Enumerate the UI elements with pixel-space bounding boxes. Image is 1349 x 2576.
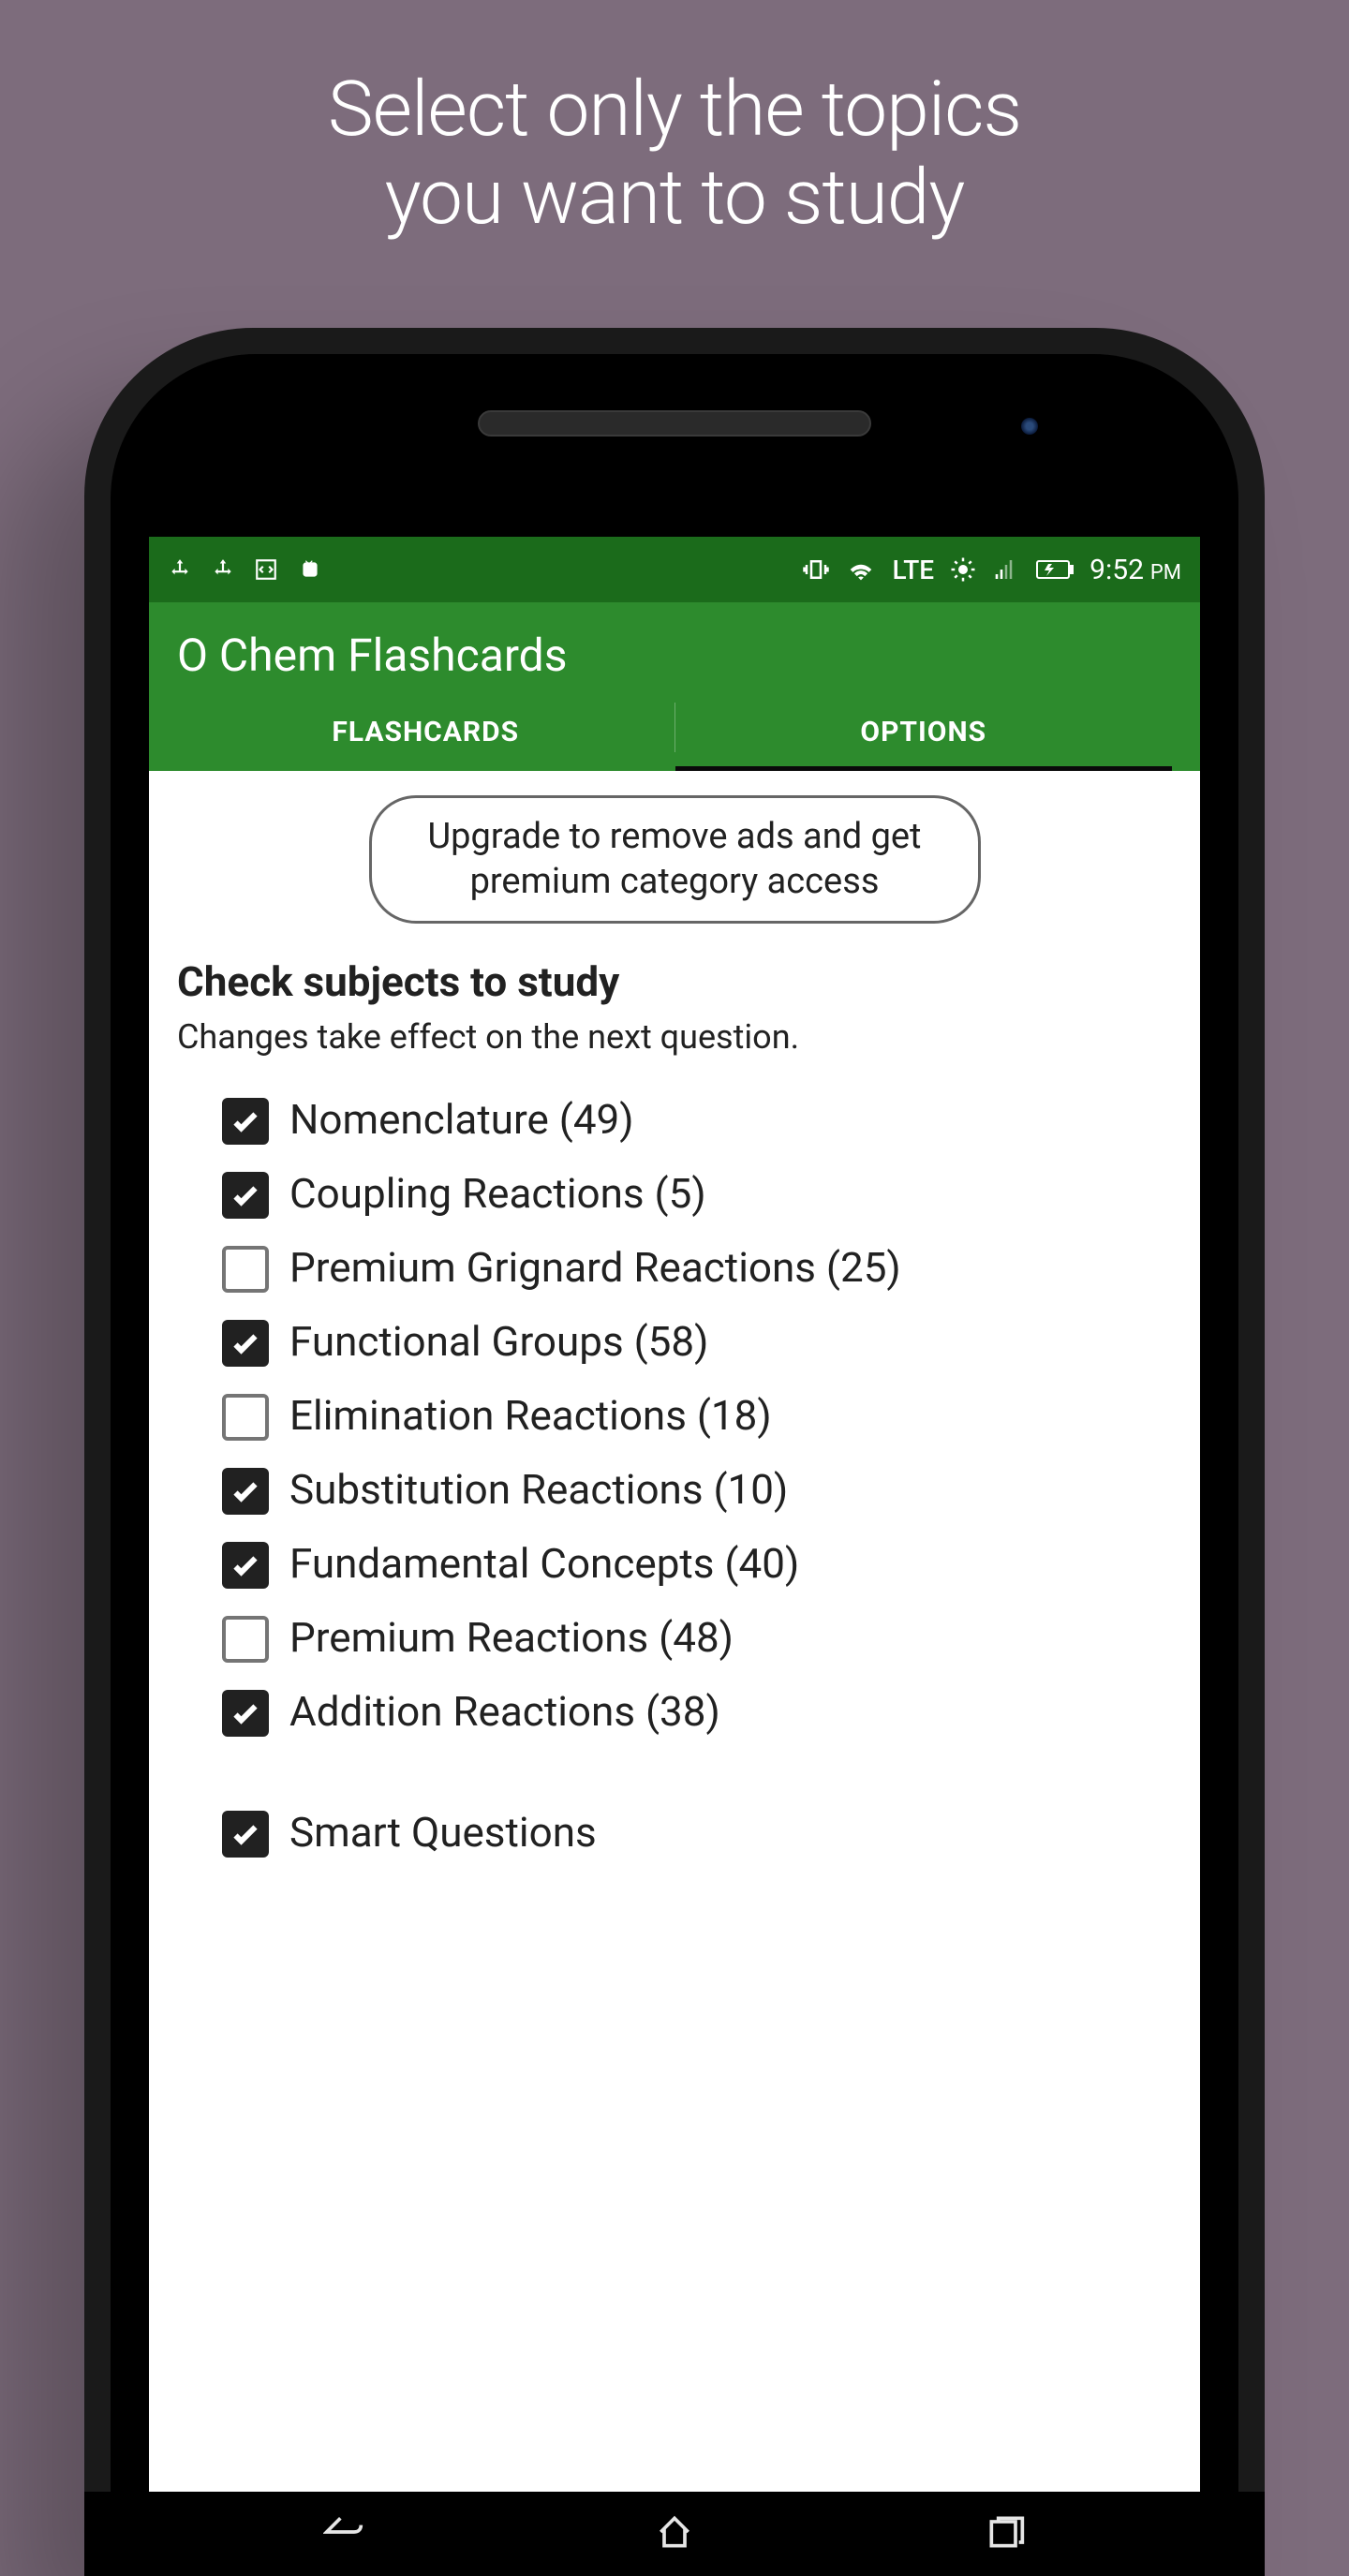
brightness-icon [949,555,977,584]
list-item: Smart Questions [222,1796,1172,1870]
checkbox-premium-reactions[interactable] [222,1616,269,1663]
spacer [222,1749,1172,1796]
checkbox-functional[interactable] [222,1320,269,1367]
phone-camera [1021,418,1038,435]
status-left [168,556,323,583]
subject-label: Fundamental Concepts (40) [289,1538,799,1590]
nav-bar [84,2492,1265,2576]
status-bar: LTE 9:52 PM [149,537,1200,602]
time-ampm: PM [1150,561,1181,585]
phone-frame: LTE 9:52 PM [84,328,1265,2576]
status-right: LTE 9:52 PM [802,554,1181,586]
subject-label: Coupling Reactions (5) [289,1168,706,1220]
checkbox-coupling[interactable] [222,1172,269,1219]
subject-label: Premium Grignard Reactions (25) [289,1242,901,1294]
promo-heading: Select only the topics you want to study [0,0,1349,299]
list-item: Elimination Reactions (18) [222,1379,1172,1453]
list-item: Fundamental Concepts (40) [222,1527,1172,1601]
checkbox-elimination[interactable] [222,1394,269,1441]
battery-icon [1035,557,1075,582]
list-item: Premium Grignard Reactions (25) [222,1231,1172,1305]
list-item: Functional Groups (58) [222,1305,1172,1379]
subject-label: Nomenclature (49) [289,1094,634,1146]
subject-label: Smart Questions [289,1807,597,1858]
subject-label: Addition Reactions (38) [289,1686,720,1738]
phone-screen: LTE 9:52 PM [149,537,1200,2550]
app-bar: O Chem Flashcards FLASHCARDS OPTIONS [149,602,1200,771]
promo-line2: you want to study [37,154,1312,242]
section-subtitle: Changes take effect on the next question… [177,1017,1172,1057]
home-icon[interactable] [654,2511,695,2556]
checkbox-grignard[interactable] [222,1246,269,1293]
recent-icon[interactable] [985,2511,1026,2556]
upgrade-line1: Upgrade to remove ads and get [428,815,922,860]
list-item: Coupling Reactions (5) [222,1157,1172,1231]
time-value: 9:52 [1090,554,1144,586]
subject-label: Elimination Reactions (18) [289,1390,772,1442]
status-time: 9:52 PM [1090,554,1181,586]
list-item: Addition Reactions (38) [222,1675,1172,1749]
subject-list: Nomenclature (49) Coupling Reactions (5)… [177,1083,1172,1870]
list-item: Premium Reactions (48) [222,1601,1172,1675]
usb-icon-2 [211,557,235,582]
subject-label: Premium Reactions (48) [289,1612,734,1664]
subject-label: Functional Groups (58) [289,1316,708,1368]
phone-inner: LTE 9:52 PM [111,354,1238,2550]
dev-icon [254,557,278,582]
checkbox-addition[interactable] [222,1690,269,1737]
wifi-icon [845,554,877,585]
upgrade-line2: premium category access [428,860,922,905]
checkbox-nomenclature[interactable] [222,1098,269,1145]
upgrade-button[interactable]: Upgrade to remove ads and get premium ca… [369,795,981,924]
content-area: Upgrade to remove ads and get premium ca… [149,771,1200,2550]
tab-bar: FLASHCARDS OPTIONS [177,699,1172,771]
checkbox-substitution[interactable] [222,1468,269,1515]
list-item: Substitution Reactions (10) [222,1453,1172,1527]
lte-label: LTE [892,555,934,585]
signal-icon [992,555,1020,584]
usb-icon [168,557,192,582]
vibrate-icon [802,555,830,584]
subject-label: Substitution Reactions (10) [289,1464,788,1516]
checkbox-smart-questions[interactable] [222,1811,269,1858]
tab-options[interactable]: OPTIONS [675,699,1173,771]
android-icon [297,556,323,583]
app-title: O Chem Flashcards [177,629,1172,682]
checkbox-fundamental[interactable] [222,1542,269,1589]
tab-flashcards[interactable]: FLASHCARDS [177,699,674,771]
phone-speaker [478,410,871,437]
back-icon[interactable] [323,2511,364,2556]
promo-line1: Select only the topics [37,66,1312,154]
section-title: Check subjects to study [177,957,1172,1006]
list-item: Nomenclature (49) [222,1083,1172,1157]
